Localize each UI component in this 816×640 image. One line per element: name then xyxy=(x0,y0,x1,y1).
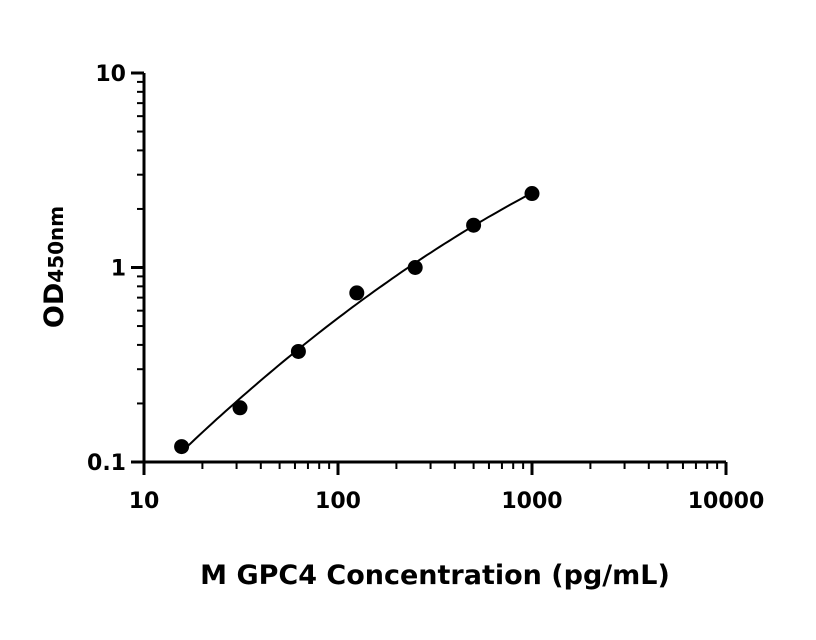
data-point xyxy=(524,186,540,202)
data-point xyxy=(174,439,190,455)
data-points xyxy=(174,186,540,455)
y-tick-label: 1 xyxy=(111,257,126,282)
x-tick-label: 10000 xyxy=(688,489,765,514)
y-tick-label: 10 xyxy=(95,62,126,87)
y-axis-title-subscript: 450nm xyxy=(44,206,68,283)
x-tick-label: 10 xyxy=(129,489,160,514)
data-point xyxy=(407,260,423,275)
plot-area: 0.1 1 10 10 100 1000 10000 xyxy=(87,62,764,514)
data-point xyxy=(232,400,248,416)
data-point xyxy=(290,343,306,359)
y-tick-label: 0.1 xyxy=(87,451,126,476)
y-axis-title-main: OD xyxy=(39,283,70,328)
x-tick-label: 1000 xyxy=(501,489,562,514)
x-tick-label: 100 xyxy=(315,489,361,514)
y-axis-title: OD450nm xyxy=(39,206,70,328)
data-point xyxy=(466,217,482,233)
y-axis-ticks: 0.1 1 10 xyxy=(87,62,144,476)
data-point xyxy=(349,285,365,301)
x-axis-ticks: 10 100 1000 10000 xyxy=(129,462,765,514)
x-axis-title: M GPC4 Concentration (pg/mL) xyxy=(200,560,670,591)
fit-curve xyxy=(180,192,533,453)
